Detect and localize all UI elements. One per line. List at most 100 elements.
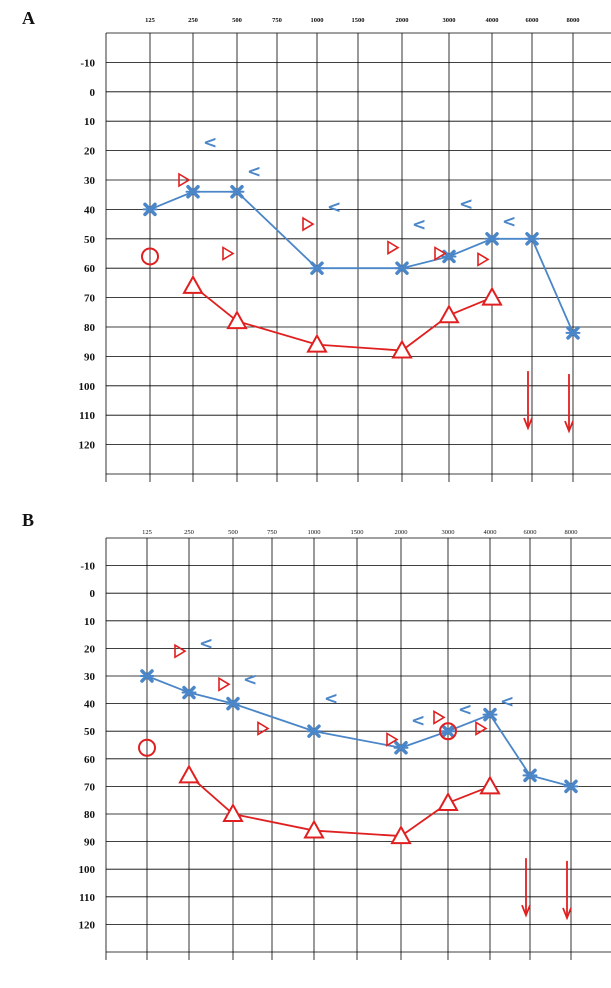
y-tick-label: 20 (84, 146, 96, 158)
x-tick-label: 1500 (351, 529, 364, 536)
right-bracket-marker (178, 172, 191, 188)
y-tick-label: 100 (79, 864, 96, 876)
x-tick-label: 1500 (352, 17, 365, 24)
circle-marker (138, 738, 156, 757)
x-tick-label: 4000 (486, 17, 499, 24)
left-bracket-marker: < (458, 700, 472, 720)
x-tick-label: 250 (188, 17, 198, 24)
triangle-marker (391, 339, 413, 359)
down-arrow-marker (521, 858, 531, 918)
cross-marker (522, 768, 538, 783)
y-tick-label: 10 (84, 116, 96, 128)
cross-marker (565, 326, 581, 340)
right-bracket-marker (475, 721, 488, 736)
x-tick-label: 3000 (443, 17, 456, 24)
x-tick-label: 1000 (311, 17, 324, 24)
y-tick-label: 70 (84, 781, 96, 793)
y-tick-label: 60 (84, 263, 96, 275)
down-arrow-marker (562, 860, 572, 921)
y-tick-label: 110 (79, 892, 95, 904)
y-tick-label: 0 (90, 588, 96, 600)
triangle-marker (481, 286, 503, 306)
triangle-marker (437, 791, 459, 811)
x-tick-label: 500 (232, 17, 242, 24)
series-line (188, 774, 491, 837)
y-tick-label: 80 (84, 322, 96, 334)
cross-marker (139, 669, 155, 683)
x-tick-label: 2000 (395, 529, 408, 536)
audiogram-panel-a: A 125 250 500 750 1000 1500 2000 3000 4000 6000 80… (22, 8, 611, 482)
left-bracket-marker: < (459, 195, 473, 215)
audiogram-chart-b: 125 250 500 750 1000 1500 2000 3000 4000 6000 8000… (79, 529, 611, 960)
left-bracket-marker: < (199, 634, 213, 654)
triangle-marker (303, 819, 325, 839)
x-tick-label: 500 (228, 529, 238, 536)
triangle-marker (182, 274, 204, 294)
right-bracket-marker (222, 246, 235, 261)
cross-marker (309, 261, 325, 275)
y-tick-label: 110 (79, 410, 95, 422)
series-line (192, 285, 493, 352)
triangle-marker (438, 304, 460, 324)
cross-marker (440, 724, 456, 738)
triangle-marker (222, 802, 244, 822)
left-bracket-marker: < (327, 197, 341, 217)
triangle-marker (306, 333, 328, 353)
cross-marker (229, 185, 245, 199)
y-tick-label: -10 (80, 561, 95, 573)
y-tick-label: 30 (84, 671, 96, 683)
right-bracket-marker (386, 732, 399, 747)
left-bracket-marker: < (500, 692, 514, 712)
left-bracket-marker: < (324, 689, 338, 709)
triangle-marker (479, 775, 501, 795)
right-bracket-marker (477, 251, 490, 267)
x-tick-label: 3000 (442, 529, 455, 536)
right-bracket-marker (433, 709, 446, 725)
x-tick-label: 1000 (308, 529, 321, 536)
left-bracket-marker: < (203, 133, 217, 153)
y-tick-label: 0 (90, 87, 96, 99)
cross-marker (394, 261, 410, 275)
cross-marker (181, 685, 197, 700)
y-tick-label: 50 (84, 726, 96, 738)
y-tick-label: 90 (84, 351, 96, 363)
cross-marker (393, 741, 409, 755)
cross-marker (185, 185, 201, 199)
cross-marker (484, 232, 500, 246)
cross-marker (524, 232, 540, 246)
cross-marker (563, 779, 579, 794)
circle-marker (439, 722, 457, 741)
x-tick-label: 6000 (526, 17, 539, 24)
y-tick-label: 40 (84, 699, 96, 711)
right-bracket-marker (302, 216, 315, 232)
panel-label-a: A (22, 8, 35, 28)
cross-marker (482, 707, 498, 722)
x-tick-label: 125 (142, 529, 152, 536)
triangle-marker (178, 764, 200, 784)
y-tick-label: 120 (79, 440, 96, 452)
y-tick-label: 120 (79, 919, 96, 931)
x-tick-label: 4000 (484, 529, 497, 536)
right-bracket-marker (257, 721, 270, 736)
cross-marker (225, 696, 241, 711)
left-bracket-marker: < (412, 215, 426, 235)
cross-marker (142, 202, 158, 217)
right-bracket-marker (434, 246, 447, 261)
audiogram-chart-a: 125 250 500 750 1000 1500 2000 3000 4000 6000 8000… (79, 17, 611, 482)
x-tick-label: 750 (267, 529, 277, 536)
x-tick-label: 750 (272, 17, 282, 24)
triangle-marker (226, 310, 248, 330)
left-bracket-marker: < (502, 212, 516, 232)
x-tick-label: 6000 (524, 529, 537, 536)
y-tick-label: 50 (84, 234, 96, 246)
y-tick-label: 70 (84, 293, 96, 305)
left-bracket-marker: < (247, 162, 261, 182)
x-tick-label: 2000 (396, 17, 409, 24)
circle-marker (141, 247, 159, 266)
y-tick-label: -10 (80, 57, 95, 69)
down-arrow-marker (523, 371, 533, 431)
panel-label-b: B (22, 510, 35, 530)
y-tick-label: 20 (84, 643, 96, 655)
down-arrow-marker (564, 374, 574, 434)
y-tick-label: 30 (84, 175, 96, 187)
